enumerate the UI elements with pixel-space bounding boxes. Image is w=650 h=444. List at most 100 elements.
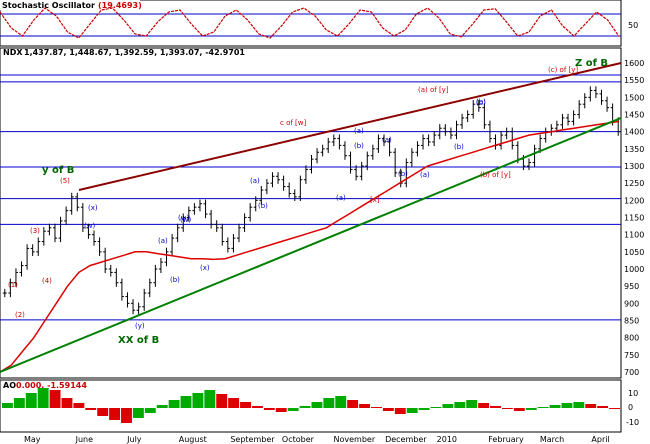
moving-average-line [0,120,620,373]
wave-label: (c) of [y] [548,66,578,74]
stochastic-panel: Stochastic Oscillator (19.4693) 50 [0,0,638,47]
ao-bar [335,396,347,408]
ao-bars [2,388,620,423]
wave-label: (b) [454,143,464,151]
ao-bar [299,406,311,408]
ao-bar [251,406,263,408]
ao-bar [394,408,406,414]
big-wave-label: y of B [42,165,74,176]
wave-label: (b) [476,98,486,106]
ao-bar [406,408,418,413]
ao-bar [466,400,478,408]
month-label: March [540,435,564,444]
stochastic-title: Stochastic Oscillator [2,1,95,10]
wave-label: (y) [135,322,145,330]
ao-bar [359,404,371,408]
price-frame [0,47,622,379]
ao-bar [478,403,490,408]
ao-bar [323,398,335,408]
ao-bar [418,408,430,410]
month-label: July [126,435,142,444]
ao-tick-minus10: -10 [626,418,639,427]
ao-bar [156,405,168,408]
ao-bar [49,390,61,408]
ao-tick-10: 10 [628,389,638,398]
wave-label: (w) [178,214,189,222]
wave-label: (b) [170,276,180,284]
wave-label: (4) [42,277,52,285]
stochastic-line [0,7,620,39]
ao-bar [573,402,585,408]
wave-label: (2) [15,311,25,319]
ao-bar [597,406,609,408]
wave-label: (a) [336,194,346,202]
ao-bar [85,408,97,410]
month-label: December [385,435,427,444]
price-tick-label: 1350 [624,145,644,154]
ao-bar [549,405,561,408]
month-axis: May June July August September October Novembe… [24,435,610,444]
price-tick-label: 1250 [624,179,644,188]
ao-bar [144,408,156,413]
ao-bar [585,404,597,408]
ao-bar [216,394,228,408]
price-tick-label: 1300 [624,162,644,171]
price-bars [2,86,621,315]
price-tick-label: 1400 [624,128,644,137]
wave-labels: (1)(2)(3)(4)(5)(w)(x)(w)(y)(a)(b)(x)(w)(… [8,58,608,346]
month-label: June [75,435,94,444]
wave-label: (w) [84,222,95,230]
month-label: 2010 [437,435,457,444]
price-tick-label: 800 [624,334,639,343]
wave-label: (a) [250,177,260,185]
support-trendline [0,117,622,373]
price-tick-label: 850 [624,317,639,326]
ao-bar [275,408,287,412]
wave-label: (a) [158,237,168,245]
price-tick-label: 1450 [624,111,644,120]
ao-bar [73,403,85,408]
big-wave-label: XX of B [118,335,159,346]
ao-panel: AO 0.000, -1.59144 10 0 -10 [0,379,639,433]
ao-bar [25,393,37,408]
price-title: NDX [3,48,23,57]
ao-bar [132,408,144,418]
ao-bar [121,408,132,423]
ao-bar [347,400,359,408]
stoch-tick-50: 50 [628,21,638,30]
month-label: August [179,435,207,444]
moving-average [0,120,620,373]
ao-bar [109,408,121,420]
stochastic-title-bg [0,0,140,10]
wave-label: (a) of [y] [418,86,449,94]
price-tick-label: 950 [624,282,639,291]
ao-bar [168,400,180,408]
price-tick-label: 750 [624,351,639,360]
price-tick-label: 1000 [624,265,644,274]
ao-bar [2,403,13,408]
ao-bar [442,404,454,408]
ao-bar [371,407,382,408]
ao-bar [561,403,573,408]
ao-bar [430,407,442,408]
ao-bar [382,408,394,411]
stochastic-value: (19.4693) [98,1,142,10]
price-tick-label: 1050 [624,248,644,257]
wave-label: (x) [88,204,98,212]
ao-bar [228,398,240,408]
ao-bar [287,408,299,411]
wave-label: (b) [258,202,268,210]
big-wave-label: Z of B [575,58,608,69]
ao-bar [97,408,109,416]
wave-label: (5) [60,177,70,185]
ao-bar [192,393,204,408]
price-values: 1,437.87, 1,448.67, 1,392.59, 1,393.07, … [24,48,245,57]
wave-label: [x] [370,196,380,204]
month-label: September [230,435,275,444]
ao-bar [609,408,620,409]
wave-label: (a) [354,127,364,135]
wave-label: c of [w] [280,119,307,127]
ao-bar [501,408,513,409]
resistance-trendline [78,62,622,191]
wave-label: (b) [398,170,408,178]
